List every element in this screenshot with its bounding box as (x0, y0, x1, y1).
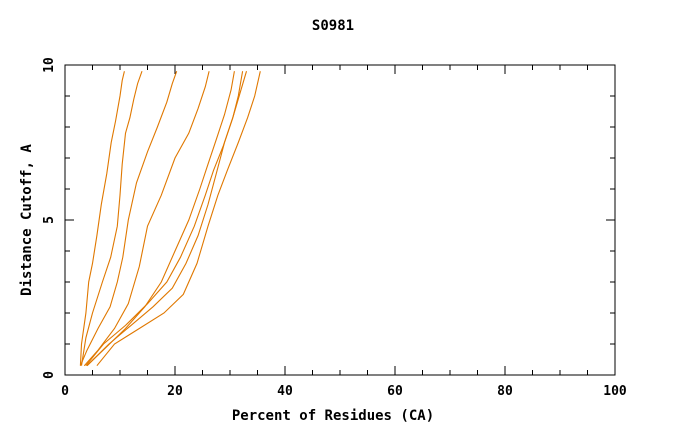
plot-frame (64, 64, 616, 376)
series-line-5 (86, 71, 235, 367)
x-tick-label: 40 (277, 384, 293, 399)
y-tick-label: 0 (42, 371, 57, 379)
series-line-4 (83, 71, 210, 367)
x-tick-label: 0 (61, 384, 69, 399)
chart-title: S0981 (312, 18, 354, 34)
series-line-2 (80, 71, 143, 366)
y-tick-label: 10 (42, 57, 57, 73)
series-line-3 (79, 71, 178, 366)
x-tick-label: 20 (167, 384, 183, 399)
axis-ticks (64, 64, 616, 376)
x-tick-label: 60 (387, 384, 403, 399)
x-axis-label: Percent of Residues (CA) (232, 408, 434, 424)
axis-tick-labels: 0 20 40 60 80 100 0 5 10 (42, 57, 627, 399)
y-axis-label: Distance Cutoff, A (19, 144, 35, 296)
series-line-1 (79, 71, 125, 366)
y-tick-label: 5 (42, 216, 57, 224)
series-line-8 (96, 71, 261, 367)
series-line-7 (86, 71, 244, 367)
series-lines (79, 71, 261, 367)
series-line-6 (85, 71, 248, 367)
plot-frame-group (64, 64, 616, 376)
x-tick-label: 100 (603, 384, 627, 399)
x-tick-label: 80 (497, 384, 513, 399)
